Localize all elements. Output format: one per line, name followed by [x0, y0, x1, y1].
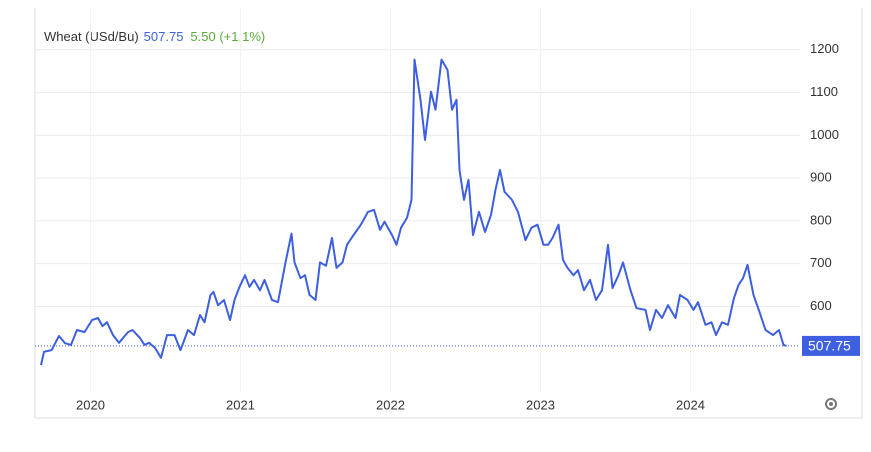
y-tick-label: 1200: [810, 41, 839, 56]
y-tick-label: 1000: [810, 127, 839, 142]
x-tick-label: 2023: [526, 397, 555, 412]
x-tick-label: 2020: [76, 397, 105, 412]
y-tick-label: 1100: [810, 84, 838, 99]
last-price: 507.75: [144, 29, 184, 44]
y-tick-label: 600: [810, 298, 832, 313]
chart-title: Wheat (USd/Bu): [44, 29, 139, 44]
gear-center[interactable]: [829, 402, 833, 406]
x-tick-label: 2021: [226, 397, 255, 412]
y-tick-label: 700: [810, 255, 832, 270]
x-tick-label: 2022: [376, 397, 405, 412]
x-tick-label: 2024: [676, 397, 705, 412]
last-price-label: 507.75: [808, 338, 851, 354]
y-tick-label: 800: [810, 212, 832, 227]
change: 5.50 (+1.1%): [190, 29, 265, 44]
price-line: [40, 58, 787, 366]
gear[interactable]: [825, 398, 837, 410]
settings-icon[interactable]: [825, 398, 837, 410]
header: Wheat (USd/Bu) 507.75 5.50 (+1.1%): [44, 29, 265, 44]
y-tick-label: 900: [810, 170, 832, 185]
last-price-box: [802, 335, 860, 356]
